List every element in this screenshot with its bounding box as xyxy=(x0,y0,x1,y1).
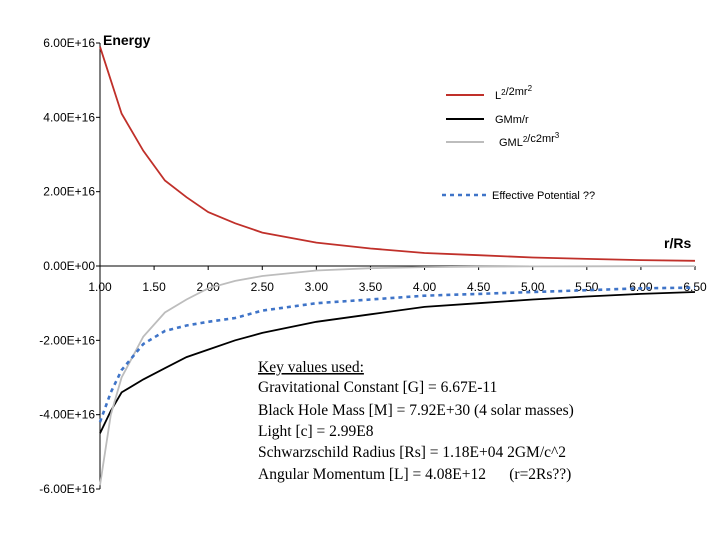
legend-label: GML2/c2mr3 xyxy=(499,131,560,149)
y-tick-label: -6.00E+16 xyxy=(39,482,95,496)
y-tick-label: 4.00E+16 xyxy=(43,110,95,124)
notes-line: Angular Momentum [L] = 4.08E+12 (r=2Rs??… xyxy=(258,466,571,483)
series-line xyxy=(99,291,696,434)
legend-label: GMm/r xyxy=(495,114,529,126)
legend-label: Effective Potential ?? xyxy=(492,190,595,202)
x-tick-label: 3.50 xyxy=(359,280,383,294)
y-tick-label: -2.00E+16 xyxy=(39,333,95,347)
legend-label: L2/2mr2 xyxy=(495,84,533,102)
series-line xyxy=(99,46,696,262)
chart-legend: L2/2mr2 GMm/r GML2/c2mr3 Effective Potentia… xyxy=(442,84,595,202)
x-tick-label: 1.50 xyxy=(142,280,166,294)
x-tick-label: 4.00 xyxy=(413,280,437,294)
x-tick-label: 1.00 xyxy=(88,280,112,294)
x-tick-label: 5.50 xyxy=(575,280,599,294)
key-values-notes: Key values used: Gravitational Constant … xyxy=(258,359,574,483)
y-tick-label: 2.00E+16 xyxy=(43,185,95,199)
notes-line: Light [c] = 2.99E8 xyxy=(258,423,374,440)
x-axis-title: r/Rs xyxy=(664,235,691,251)
series-lines xyxy=(98,46,696,486)
x-tick-label: 6.50 xyxy=(683,280,707,294)
series-line xyxy=(98,286,696,423)
y-tick-label: -4.00E+16 xyxy=(39,408,95,422)
series-line xyxy=(99,265,696,486)
notes-line: Gravitational Constant [G] = 6.67E-11 xyxy=(258,379,497,396)
y-ticks: 6.00E+16 4.00E+16 2.00E+16 0.00E+00 -2.00E+1… xyxy=(39,36,100,496)
x-tick-label: 4.50 xyxy=(467,280,491,294)
x-tick-label: 3.00 xyxy=(305,280,329,294)
x-ticks: 1.00 1.50 2.00 2.50 3.00 3.50 4.00 4.50 5.00 5.50… xyxy=(88,266,707,294)
x-tick-label: 5.00 xyxy=(521,280,545,294)
y-tick-label: 0.00E+00 xyxy=(43,259,95,273)
notes-line: Black Hole Mass [M] = 7.92E+30 (4 solar … xyxy=(258,402,574,419)
notes-line: Schwarzschild Radius [Rs] = 1.18E+04 2GM… xyxy=(258,444,566,461)
notes-heading: Key values used: xyxy=(258,359,364,376)
y-tick-label: 6.00E+16 xyxy=(43,36,95,50)
x-tick-label: 2.50 xyxy=(251,280,275,294)
y-axis-title: Energy xyxy=(103,32,151,48)
